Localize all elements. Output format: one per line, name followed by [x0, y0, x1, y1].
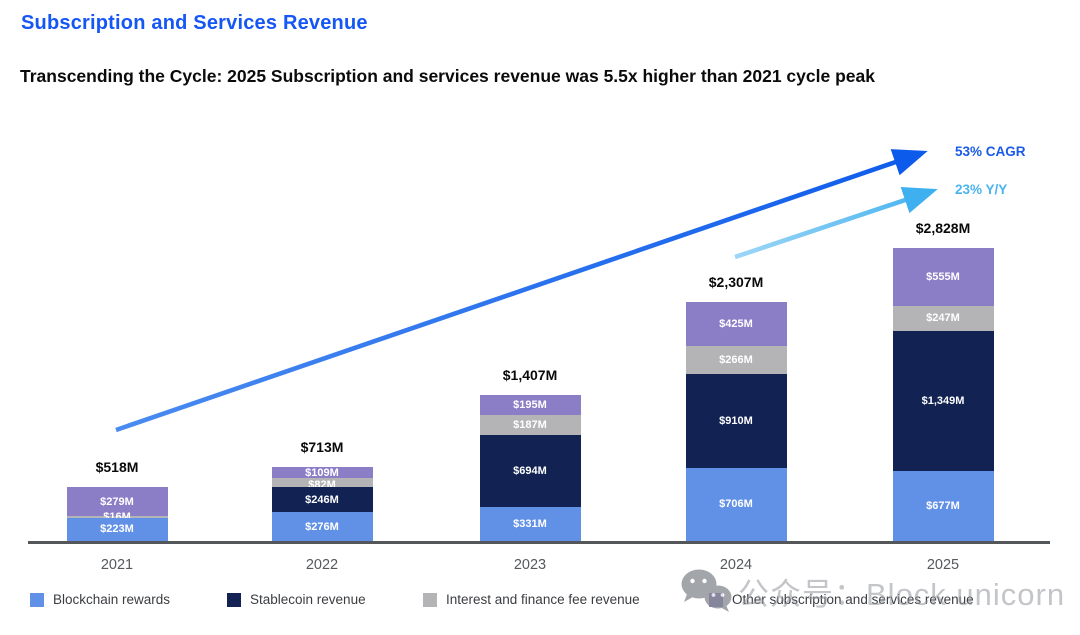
segment-value-label: $706M: [719, 498, 753, 511]
bar-2025: $555M $247M $1,349M $677M: [892, 248, 994, 541]
segment-value-label: $266M: [719, 353, 753, 366]
legend-swatch-icon: [709, 592, 723, 607]
bar-segment-other-subscription-and-services-revenue: [271, 467, 373, 479]
segment-value-label: $331M: [513, 517, 547, 530]
bar-segment-blockchain-rewards: [892, 470, 994, 541]
segment-value-label: $187M: [513, 419, 547, 432]
segment-value-label: $555M: [926, 270, 960, 283]
segment-value-label: $1,349M: [921, 395, 965, 407]
legend: Blockchain rewards Stablecoin revenue Inte…: [0, 592, 1080, 612]
page-title: Subscription and Services Revenue: [21, 12, 368, 34]
segment-value-label: $109M: [305, 466, 339, 479]
x-axis-label-2025: 2025: [926, 557, 960, 573]
bar-segment-blockchain-rewards: [66, 517, 168, 541]
bar-segment-blockchain-rewards: [685, 467, 787, 541]
legend-label: Interest and finance fee revenue: [446, 592, 640, 607]
cagr-label: 53% CAGR: [955, 144, 1026, 159]
bar-2022: $109M $82M $246M $276M: [271, 466, 373, 541]
page-subtitle: Transcending the Cycle: 2025 Subscriptio…: [20, 66, 875, 86]
bar-segment-interest-and-finance-fee-revenue: [66, 516, 168, 518]
segment-value-label: $910M: [719, 414, 753, 427]
legend-swatch-icon: [423, 592, 437, 607]
bar-total-label: $518M: [95, 459, 139, 476]
x-axis-line: [28, 541, 1050, 544]
legend-label: Other subscription and services revenue: [732, 592, 974, 607]
segment-value-label: $279M: [100, 495, 134, 508]
legend-item-other-subscription-and-services-revenue: Other subscription and services revenue: [709, 592, 974, 607]
bar-total-label: $713M: [300, 439, 344, 456]
legend-swatch-icon: [227, 592, 241, 607]
x-axis-label-2021: 2021: [100, 557, 134, 573]
segment-value-label: $677M: [926, 499, 960, 512]
segment-value-label: $246M: [305, 493, 339, 506]
segment-value-label: $223M: [100, 523, 134, 536]
legend-item-blockchain-rewards: Blockchain rewards: [30, 592, 170, 607]
x-axis-label-2022: 2022: [305, 557, 339, 573]
bar-total-label: $2,307M: [708, 274, 764, 290]
bar-2023: $195M $187M $694M $331M: [479, 395, 581, 541]
x-axis-label-2024: 2024: [719, 557, 753, 573]
bar-total-label: $1,407M: [502, 367, 558, 384]
bar-segment-other-subscription-and-services-revenue: [66, 487, 168, 517]
segment-value-label: $247M: [926, 312, 960, 325]
legend-label: Stablecoin revenue: [250, 592, 366, 607]
bar-segment-blockchain-rewards: [271, 512, 373, 541]
segment-value-label: $276M: [305, 520, 339, 533]
bar-segment-interest-and-finance-fee-revenue: [271, 478, 373, 487]
bar-2021: $279M$16M$223M: [66, 487, 168, 541]
x-axis-label-2023: 2023: [513, 557, 547, 573]
legend-item-interest-and-finance-fee-revenue: Interest and finance fee revenue: [423, 592, 640, 607]
segment-value-label: $195M: [513, 399, 547, 412]
bar-2024: $425M $266M $910M $706M: [685, 302, 787, 541]
bar-segment-stablecoin-revenue: [479, 434, 581, 507]
segment-value-label: $694M: [513, 464, 547, 477]
bar-segment-blockchain-rewards: [479, 506, 581, 541]
legend-label: Blockchain rewards: [53, 592, 171, 607]
segment-value-label: $425M: [719, 318, 753, 330]
yoy-label: 23% Y/Y: [955, 182, 1008, 197]
legend-swatch-icon: [30, 592, 44, 607]
legend-item-stablecoin-revenue: Stablecoin revenue: [227, 592, 366, 607]
bar-total-label: $2,828M: [915, 220, 971, 236]
bar-segment-stablecoin-revenue: [271, 486, 373, 513]
